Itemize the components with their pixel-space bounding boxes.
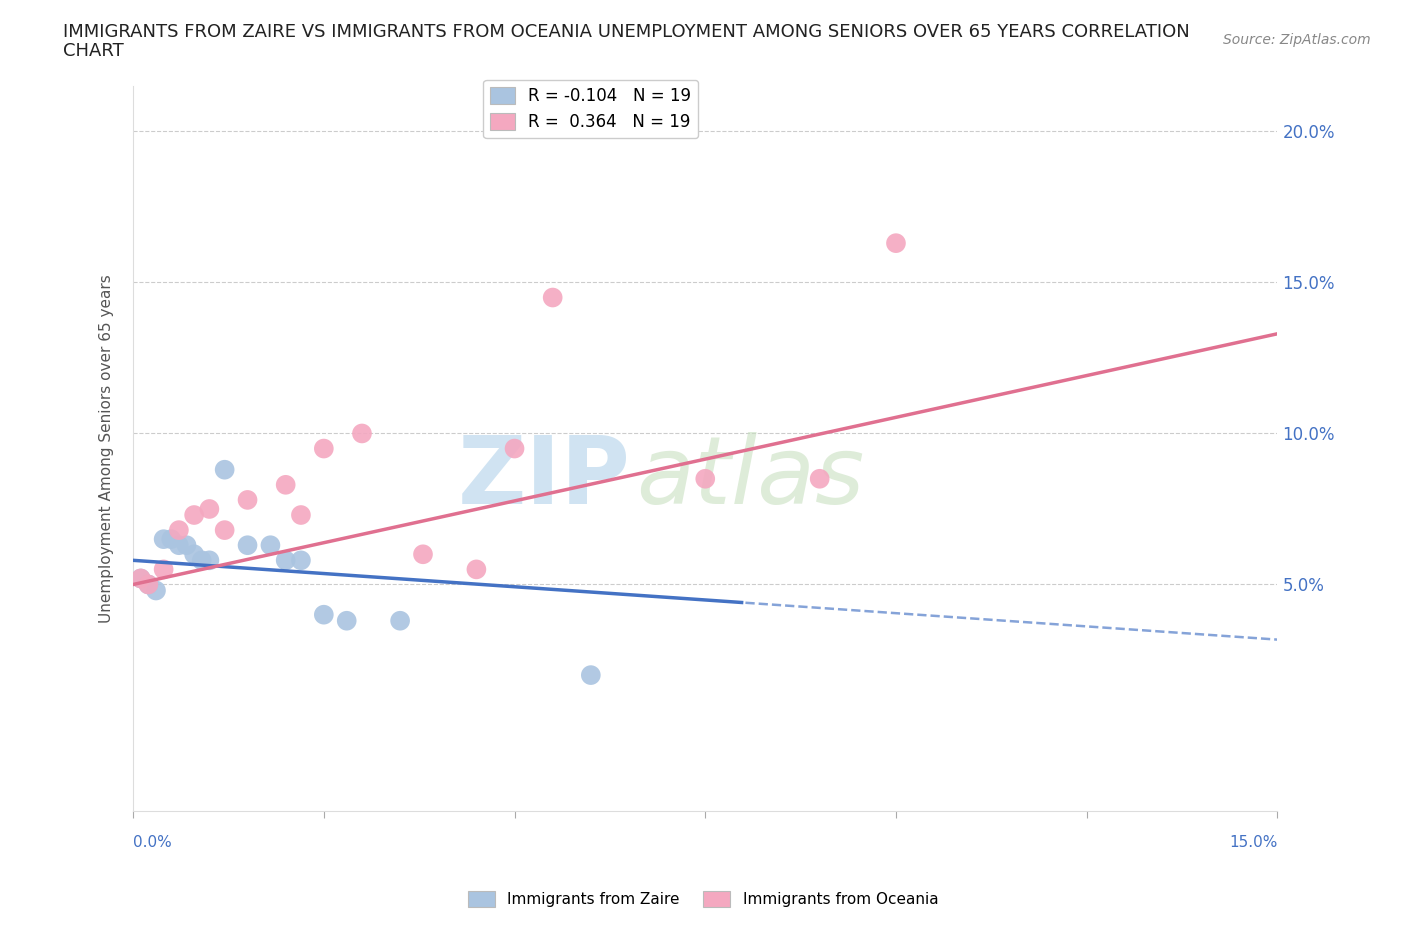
Point	[695, 472, 717, 486]
Point	[808, 472, 831, 486]
Point	[145, 583, 167, 598]
Point	[259, 538, 281, 552]
Point	[290, 508, 312, 523]
Point	[138, 577, 160, 591]
Text: 15.0%: 15.0%	[1229, 835, 1278, 850]
Point	[236, 538, 259, 552]
Point	[503, 441, 526, 456]
Point	[198, 552, 221, 567]
Text: Source: ZipAtlas.com: Source: ZipAtlas.com	[1223, 33, 1371, 46]
Point	[198, 501, 221, 516]
Point	[465, 562, 488, 577]
Legend: R = -0.104   N = 19, R =  0.364   N = 19: R = -0.104 N = 19, R = 0.364 N = 19	[484, 80, 699, 138]
Point	[191, 552, 214, 567]
Point	[167, 538, 190, 552]
Point	[389, 613, 412, 628]
Text: ZIP: ZIP	[458, 432, 631, 524]
Point	[350, 426, 373, 441]
Point	[183, 547, 205, 562]
Point	[129, 571, 152, 586]
Point	[129, 571, 152, 586]
Text: CHART: CHART	[63, 42, 124, 60]
Point	[290, 552, 312, 567]
Point	[312, 441, 335, 456]
Point	[152, 562, 174, 577]
Text: IMMIGRANTS FROM ZAIRE VS IMMIGRANTS FROM OCEANIA UNEMPLOYMENT AMONG SENIORS OVER: IMMIGRANTS FROM ZAIRE VS IMMIGRANTS FROM…	[63, 23, 1189, 41]
Point	[884, 235, 907, 250]
Point	[274, 552, 297, 567]
Point	[176, 538, 198, 552]
Point	[214, 523, 236, 538]
Point	[236, 493, 259, 508]
Text: atlas: atlas	[637, 432, 865, 523]
Point	[167, 523, 190, 538]
Legend: Immigrants from Zaire, Immigrants from Oceania: Immigrants from Zaire, Immigrants from O…	[461, 884, 945, 913]
Text: 0.0%: 0.0%	[134, 835, 172, 850]
Point	[152, 532, 174, 547]
Y-axis label: Unemployment Among Seniors over 65 years: Unemployment Among Seniors over 65 years	[100, 274, 114, 623]
Point	[412, 547, 434, 562]
Point	[160, 532, 183, 547]
Point	[579, 668, 602, 683]
Point	[541, 290, 564, 305]
Point	[336, 613, 359, 628]
Point	[183, 508, 205, 523]
Point	[312, 607, 335, 622]
Point	[214, 462, 236, 477]
Point	[138, 577, 160, 591]
Point	[274, 477, 297, 492]
